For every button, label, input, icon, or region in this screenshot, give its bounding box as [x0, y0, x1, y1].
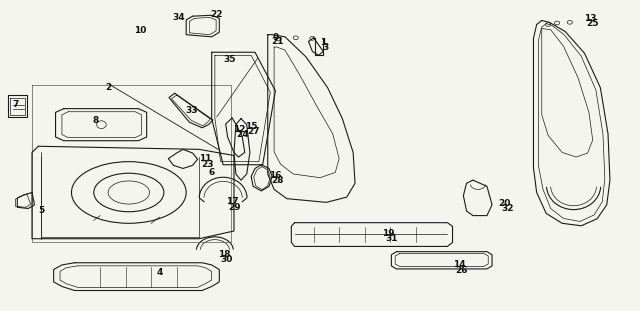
- Text: 28: 28: [272, 176, 284, 185]
- Text: 20: 20: [499, 199, 511, 208]
- Text: 26: 26: [455, 266, 468, 275]
- Text: 24: 24: [236, 130, 248, 139]
- Text: 25: 25: [586, 19, 599, 28]
- Text: 32: 32: [501, 204, 513, 213]
- Text: 27: 27: [248, 127, 260, 136]
- Text: 18: 18: [218, 250, 230, 259]
- Text: 6: 6: [209, 168, 215, 177]
- Text: 2: 2: [106, 83, 111, 92]
- Text: 35: 35: [223, 55, 236, 64]
- Text: 15: 15: [245, 122, 257, 131]
- Text: 3: 3: [322, 43, 328, 52]
- Text: 34: 34: [172, 13, 185, 22]
- Text: 17: 17: [226, 197, 238, 206]
- Text: 14: 14: [452, 260, 465, 269]
- Text: 8: 8: [93, 117, 99, 125]
- Text: 9: 9: [272, 33, 278, 42]
- Text: 11: 11: [199, 154, 212, 163]
- Text: 13: 13: [584, 14, 596, 23]
- Text: 4: 4: [156, 268, 163, 277]
- Text: 33: 33: [185, 106, 198, 115]
- Text: 7: 7: [12, 100, 19, 109]
- Text: 19: 19: [383, 229, 395, 238]
- Text: 31: 31: [385, 234, 397, 243]
- Text: 10: 10: [134, 26, 147, 35]
- Text: 16: 16: [269, 171, 282, 180]
- Text: 29: 29: [228, 203, 241, 212]
- Text: 12: 12: [234, 125, 246, 134]
- Text: 21: 21: [271, 37, 284, 46]
- Text: 5: 5: [38, 207, 44, 216]
- Text: 22: 22: [210, 10, 222, 19]
- Text: 1: 1: [320, 39, 326, 48]
- Text: 30: 30: [221, 255, 233, 264]
- Text: 23: 23: [201, 160, 214, 169]
